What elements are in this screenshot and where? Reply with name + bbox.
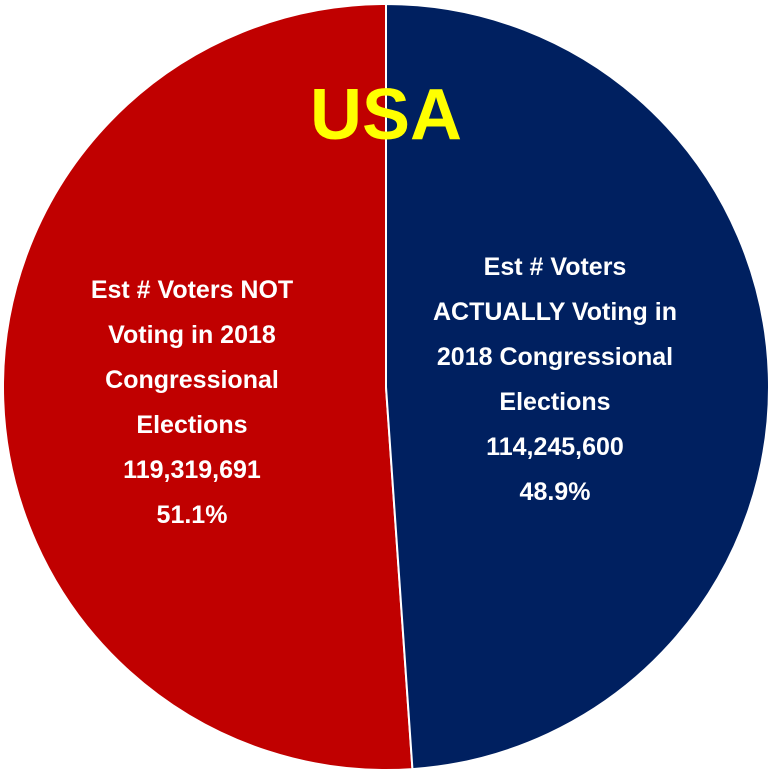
- count-label: 119,319,691: [123, 456, 261, 484]
- pie-slice: [385, 2, 770, 771]
- slice-label: Est # Voters NOT Voting in 2018 Congress…: [52, 268, 332, 538]
- category-label: Est # Voters NOT Voting in 2018 Congress…: [90, 276, 294, 439]
- value-label: 48.9%: [519, 478, 591, 506]
- count-label: 114,245,600: [486, 433, 624, 461]
- chart-title: USA: [309, 75, 462, 155]
- value-label: 51.1%: [156, 501, 228, 529]
- pie-slice: [2, 2, 414, 771]
- category-label: Est # Voters ACTUALLY Voting in 2018 Con…: [433, 253, 677, 416]
- slice-label: Est # Voters ACTUALLY Voting in 2018 Con…: [415, 245, 695, 515]
